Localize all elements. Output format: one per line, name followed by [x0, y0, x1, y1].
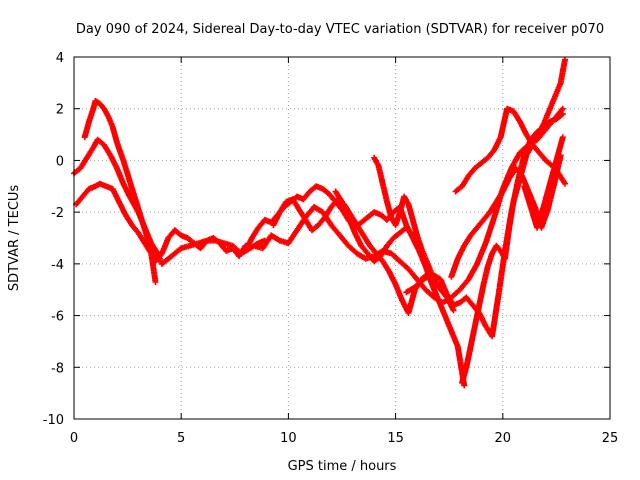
y-tick-label: 2 [56, 103, 64, 118]
x-tick-label: 25 [602, 431, 619, 446]
x-tick-label: 20 [495, 431, 512, 446]
y-tick-label: -8 [51, 361, 64, 376]
y-axis-label: SDTVAR / TECUs [7, 185, 22, 292]
y-tick-label: -2 [51, 206, 64, 221]
y-axis: 4 2 0 -2 -4 -6 -8 -10 [43, 51, 610, 428]
x-tick-label: 0 [70, 431, 78, 446]
y-tick-label: 0 [56, 154, 64, 169]
y-tick-label: -10 [43, 413, 64, 428]
x-tick-label: 15 [387, 431, 404, 446]
x-axis: 0 5 10 15 20 25 [70, 57, 618, 446]
chart-title: Day 090 of 2024, Sidereal Day-to-day VTE… [76, 22, 604, 37]
data-points [71, 56, 568, 389]
x-tick-label: 5 [177, 431, 185, 446]
scatter-points [71, 56, 568, 389]
x-axis-label: GPS time / hours [288, 459, 397, 474]
plot-frame [73, 56, 611, 420]
y-tick-label: 4 [56, 51, 64, 66]
y-tick-label: -4 [51, 258, 64, 273]
y-tick-label: -6 [51, 310, 64, 325]
x-tick-label: 10 [280, 431, 297, 446]
